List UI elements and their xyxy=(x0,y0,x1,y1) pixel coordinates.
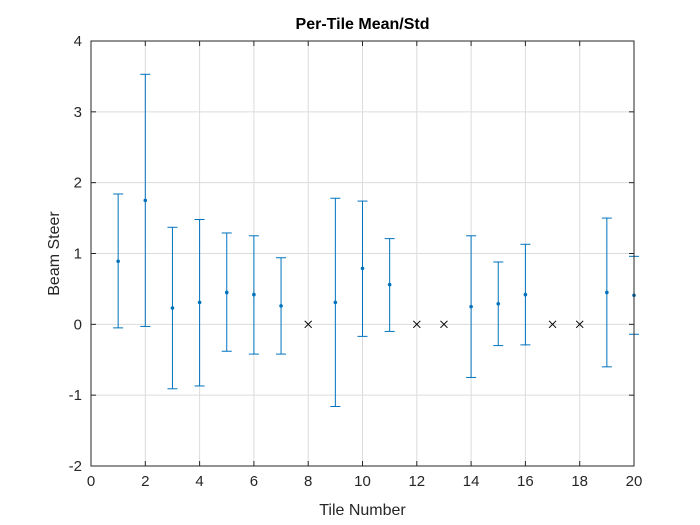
y-tick-label: 1 xyxy=(74,246,82,263)
x-marker xyxy=(304,320,313,329)
x-marker xyxy=(440,320,448,329)
errorbar xyxy=(167,226,178,390)
errorbar xyxy=(221,232,232,352)
x-tick-label: 10 xyxy=(354,473,371,490)
y-axis-label: Beam Steer xyxy=(46,211,63,296)
x-tick-label: 20 xyxy=(626,473,643,490)
errorbar-mean-point xyxy=(387,282,392,287)
errorbar-mean-point xyxy=(496,301,501,306)
errorbar-mean-point xyxy=(197,300,202,305)
errorbar xyxy=(357,200,368,337)
errorbar-mean-point xyxy=(116,259,120,264)
y-tick-label: -2 xyxy=(69,458,82,475)
errorbar xyxy=(384,238,395,332)
errorbar xyxy=(601,217,612,368)
errorbar-mean-point xyxy=(279,304,283,308)
x-tick-label: 6 xyxy=(250,473,258,490)
x-tick-label: 16 xyxy=(517,473,534,490)
errorbar xyxy=(330,197,341,407)
errorbar xyxy=(140,73,151,327)
x-marker-stroke xyxy=(412,320,421,329)
x-tick-label: 12 xyxy=(408,473,425,490)
errorbar-mean-point xyxy=(605,290,609,295)
x-tick-label: 0 xyxy=(87,473,95,490)
errorbar xyxy=(466,235,477,378)
x-marker-stroke xyxy=(548,320,557,329)
errorbar-mean-point xyxy=(360,266,365,271)
x-axis-label: Tile Number xyxy=(319,502,406,519)
x-tick-label: 8 xyxy=(304,473,312,490)
errorbar-mean-point xyxy=(252,292,256,297)
errorbar xyxy=(248,235,259,355)
data-marks xyxy=(113,73,639,407)
x-marker xyxy=(575,320,584,329)
errorbar-mean-point xyxy=(143,198,148,203)
x-marker xyxy=(548,320,557,329)
errorbar-mean-point xyxy=(523,292,528,297)
errorbar xyxy=(520,243,531,346)
chart-title: Per-Tile Mean/Std xyxy=(296,16,430,33)
errorbar xyxy=(493,261,504,347)
errorbar xyxy=(113,193,124,329)
y-tick-label: 3 xyxy=(74,104,82,121)
y-tick-label: -1 xyxy=(69,387,82,404)
errorbar-mean-point xyxy=(333,300,338,305)
x-marker-stroke xyxy=(304,320,313,329)
errorbar-mean-point xyxy=(469,304,473,309)
y-tick-label: 2 xyxy=(74,175,82,192)
x-tick-label: 2 xyxy=(141,473,149,490)
x-marker-stroke xyxy=(575,320,584,329)
x-marker xyxy=(412,320,421,329)
y-tick-label: 4 xyxy=(74,33,82,50)
x-tick-label: 18 xyxy=(571,473,588,490)
errorbar xyxy=(194,219,205,387)
errorbar xyxy=(276,257,287,355)
x-tick-label: 4 xyxy=(195,473,203,490)
y-tick-label: 0 xyxy=(74,316,82,333)
errorbar-mean-point xyxy=(170,306,175,310)
x-tick-label: 14 xyxy=(463,473,480,490)
errorbar-mean-point xyxy=(224,290,229,295)
x-marker-stroke xyxy=(440,320,448,329)
